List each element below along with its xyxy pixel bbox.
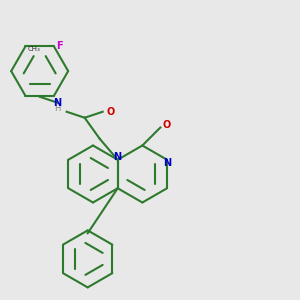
Text: H: H	[55, 104, 61, 113]
Text: N: N	[54, 98, 62, 108]
Text: O: O	[162, 119, 170, 130]
Text: O: O	[106, 107, 114, 117]
Text: CH₃: CH₃	[28, 46, 41, 52]
Text: N: N	[163, 158, 171, 168]
Text: N: N	[114, 152, 122, 162]
Text: F: F	[57, 41, 63, 51]
